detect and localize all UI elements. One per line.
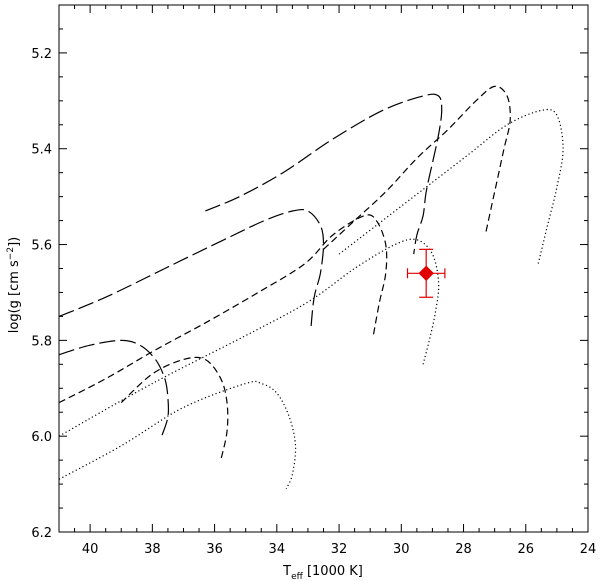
y-axis-title: log(g [cm s−2])	[6, 237, 22, 334]
y-tick-label: 5.4	[31, 143, 52, 158]
axis-ticks: 40 38 36 34 32 30 28 26 24 5.2 5.4 5.6 5.8 6.0 6.2	[31, 4, 597, 557]
series-line-7	[58, 380, 297, 490]
x-tick-label: 26	[517, 542, 534, 557]
plot-frame	[58, 4, 589, 533]
series-line-2	[58, 208, 325, 327]
y-tick-label: 5.8	[31, 334, 52, 349]
x-tick-label: 28	[455, 542, 472, 557]
series-line-8	[58, 238, 440, 437]
x-tick-label: 24	[580, 542, 597, 557]
series-line-1	[205, 93, 443, 255]
x-tick-label: 36	[206, 542, 223, 557]
marker-group	[406, 248, 446, 298]
series-line-4	[58, 214, 388, 404]
data-marker	[406, 248, 446, 298]
y-tick-label: 5.2	[31, 47, 52, 62]
series-group	[58, 85, 564, 490]
series-line-3	[58, 339, 170, 437]
y-tick-label: 5.6	[31, 239, 52, 254]
y-tick-label: 6.0	[31, 430, 52, 445]
x-tick-label: 32	[331, 542, 348, 557]
series-line-5	[323, 85, 511, 250]
series-line-6	[120, 356, 229, 461]
diamond-marker	[418, 265, 434, 281]
x-tick-label: 40	[82, 542, 99, 557]
x-tick-label: 30	[393, 542, 410, 557]
x-tick-label: 38	[144, 542, 161, 557]
x-axis-title: Teff [1000 K]	[282, 564, 363, 581]
series-line-9	[338, 108, 564, 264]
y-tick-label: 6.2	[31, 526, 52, 541]
x-tick-label: 34	[269, 542, 286, 557]
